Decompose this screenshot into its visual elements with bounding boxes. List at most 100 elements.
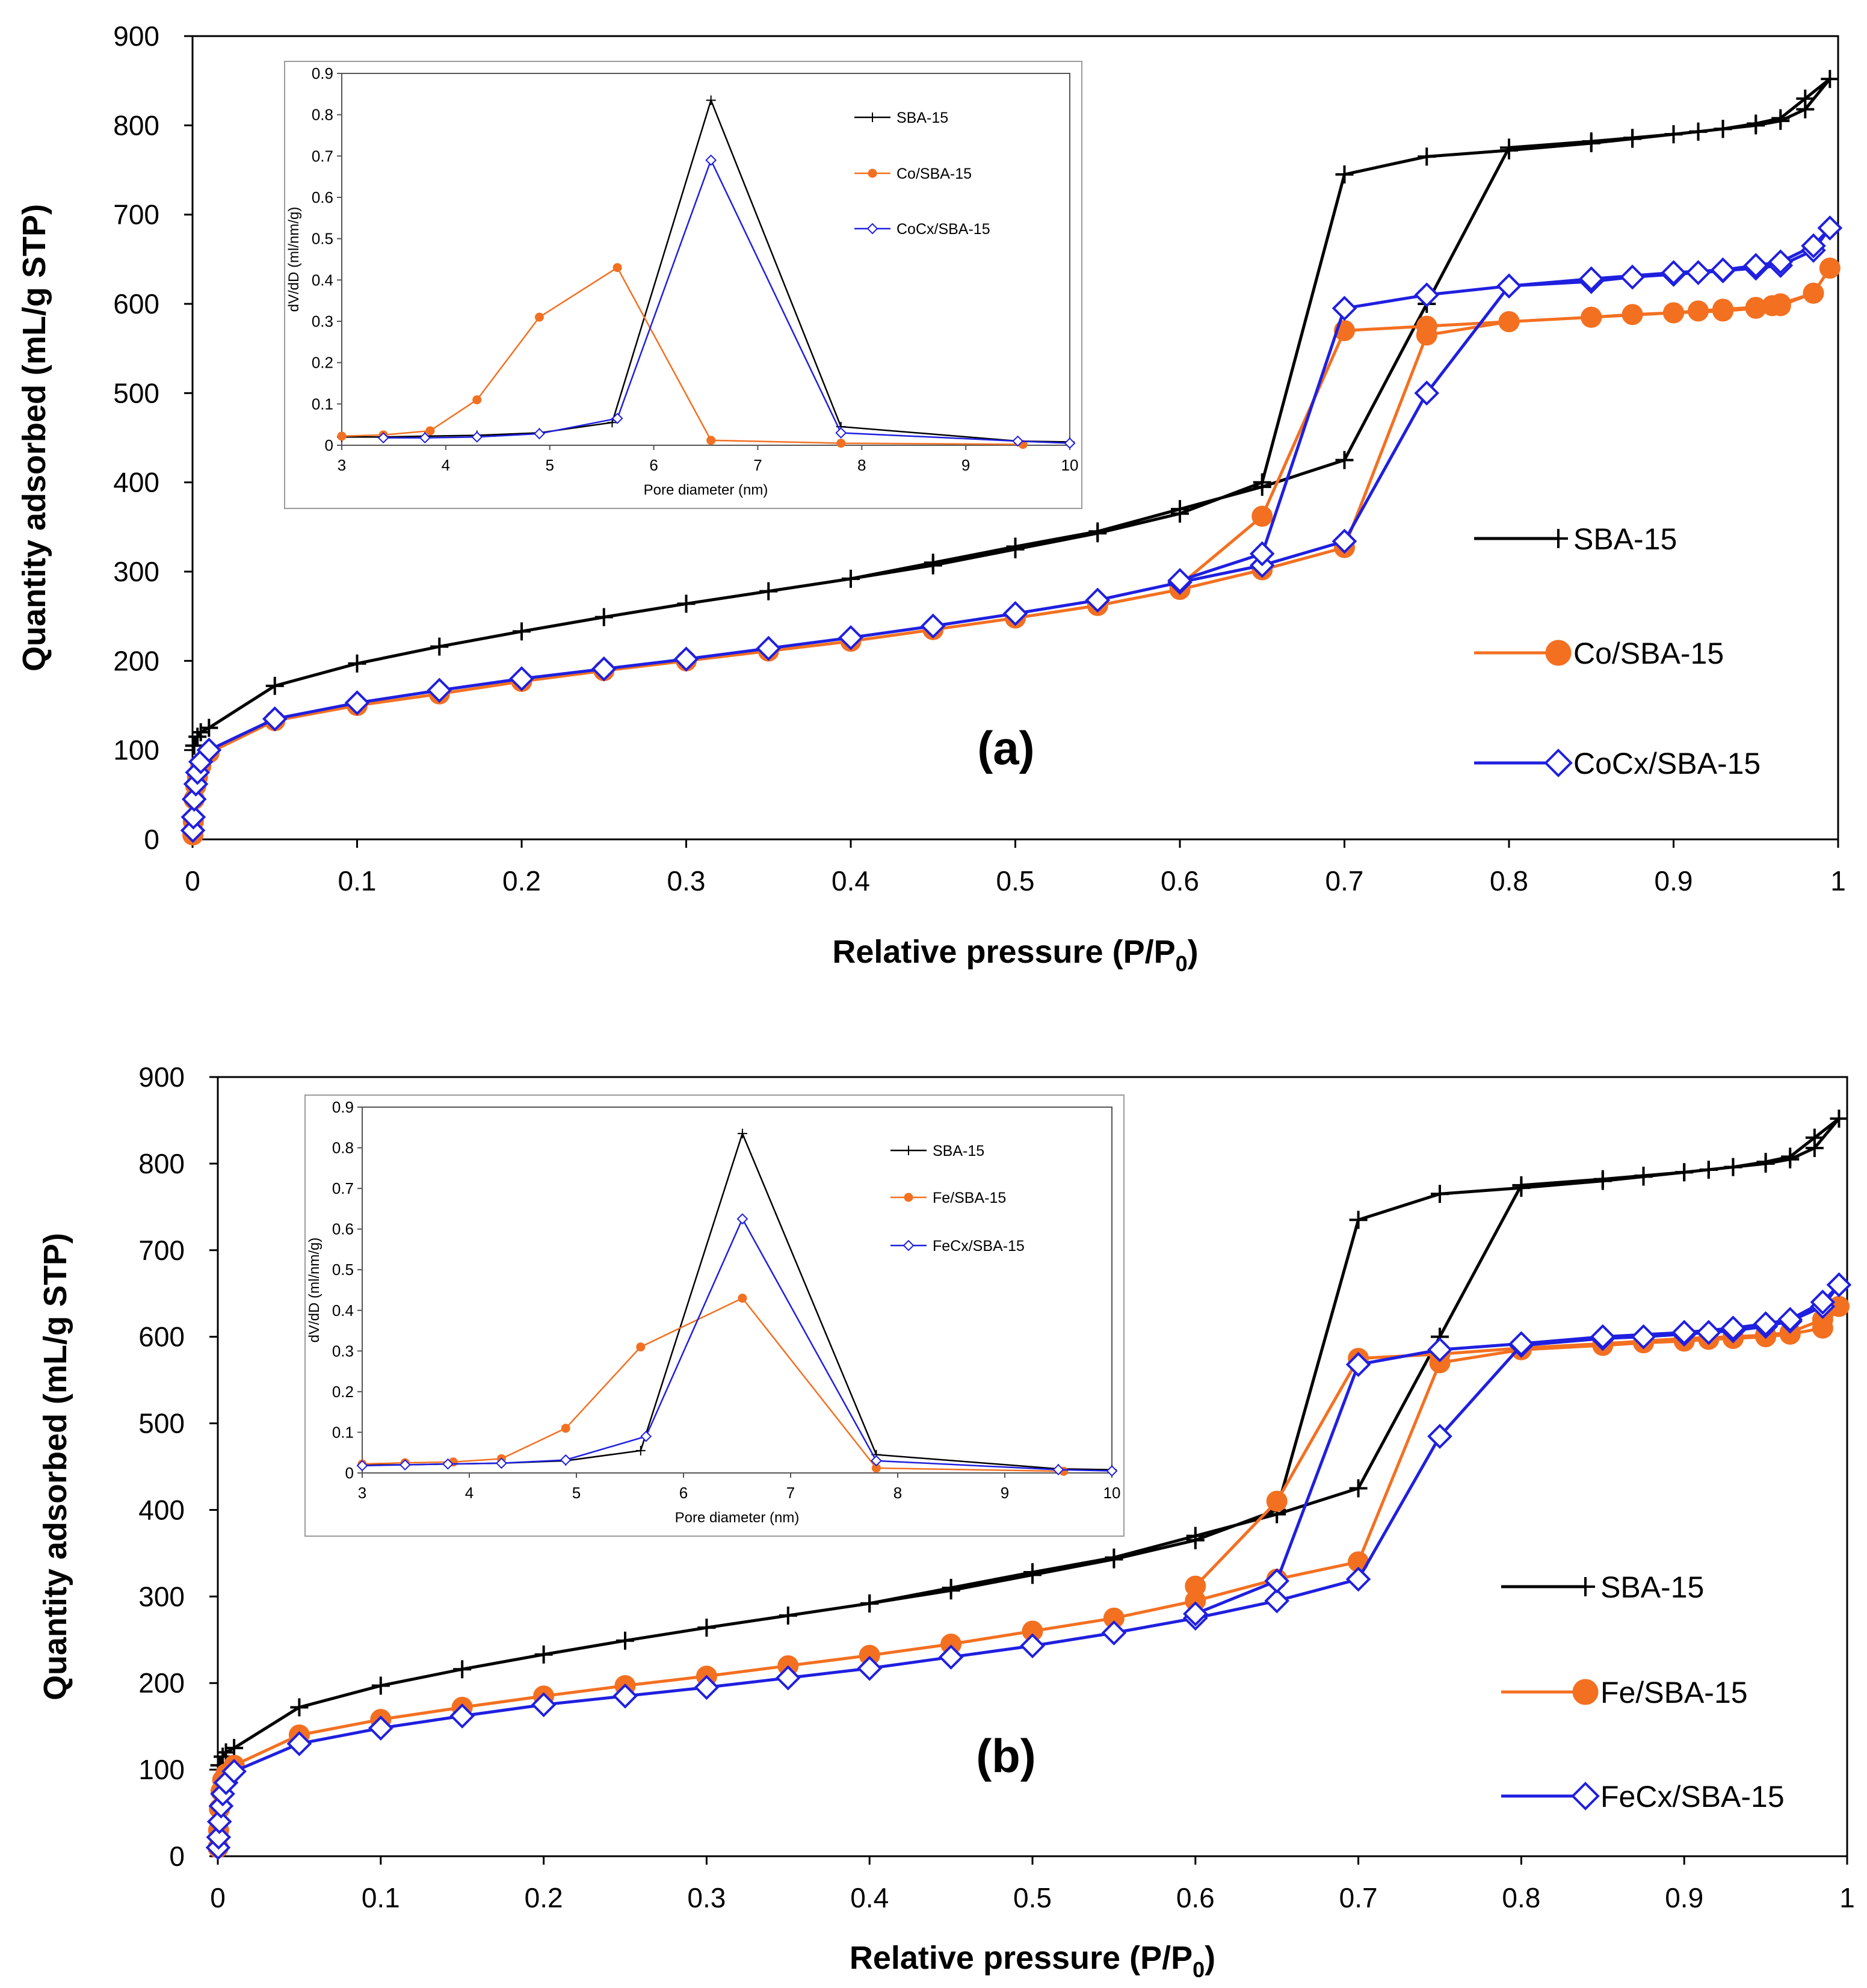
data-point-CoCx/SBA-15 (196, 737, 222, 763)
x-axis-title: Relative pressure (P/P0) (832, 934, 1198, 976)
data-point-CoCx/SBA-15 (344, 690, 370, 715)
data-point-SBA-15 (1675, 1163, 1694, 1182)
data-point-FeCx/SBA-15 (1264, 1568, 1290, 1594)
inset-data-point-Co/SBA-15 (425, 426, 435, 436)
data-point-FeCx/SBA-15 (613, 1683, 638, 1709)
data-point-SBA-15 (1756, 1153, 1775, 1172)
inset-data-point-Fe/SBA-15 (636, 1342, 646, 1352)
data-point-CoCx/SBA-15 (1085, 587, 1111, 613)
x-tick-label: 0.4 (850, 1882, 889, 1913)
data-point-SBA-15 (1821, 70, 1839, 88)
data-point-SBA-15 (759, 582, 778, 600)
x-tick-label: 0.7 (1325, 865, 1364, 897)
inset-x-tick-label: 8 (857, 456, 866, 474)
data-point-SBA-15 (534, 1645, 553, 1664)
data-point-SBA-15 (1088, 522, 1107, 541)
inset-y-tick-label: 0.2 (312, 354, 333, 372)
data-point-SBA-15 (1171, 500, 1189, 519)
data-point-SBA-15 (1500, 138, 1518, 157)
y-tick-label: 200 (138, 1667, 185, 1699)
data-point-CoCx/SBA-15 (920, 613, 946, 639)
data-point-SBA-15 (1253, 478, 1271, 496)
data-point-SBA-15 (1105, 1548, 1123, 1567)
inset-series-line-FeCx/SBA-15 (362, 1217, 1112, 1472)
data-point-CoCx/SBA-15 (1710, 257, 1736, 283)
inset-x-tick-label: 9 (1001, 1484, 1009, 1502)
inset-data-point-CoCx/SBA-15 (471, 431, 483, 443)
inset-y-tick-label: 0.4 (332, 1301, 354, 1320)
inset-y-axis-title: dV/dD (ml/nm/g) (286, 207, 302, 312)
data-point-CoCx/SBA-15 (1414, 380, 1440, 406)
data-point-FeCx/SBA-15 (1696, 1320, 1721, 1345)
data-point-CoCx/SBA-15 (1332, 295, 1357, 321)
data-point-SBA-15 (1699, 1160, 1718, 1179)
data-point-CoCx/SBA-15 (1167, 568, 1193, 593)
y-tick-label: 400 (138, 1494, 185, 1525)
inset-data-point-CoCx/SBA-15 (1064, 437, 1076, 449)
data-point-FeCx/SBA-15 (1101, 1620, 1127, 1646)
data-point-FeCx/SBA-15 (1826, 1272, 1852, 1298)
x-tick-label: 0.8 (1502, 1882, 1540, 1913)
data-point-CoCx/SBA-15 (673, 646, 699, 672)
inset-x-tick-label: 5 (572, 1484, 581, 1502)
inset-x-tick-label: 9 (961, 456, 970, 474)
x-tick-label: 0.1 (362, 1882, 400, 1913)
data-point-SBA-15 (217, 1743, 235, 1762)
data-point-CoCx/SBA-15 (1661, 260, 1686, 285)
inset-y-tick-label: 0.9 (332, 1098, 354, 1116)
data-point-CoCx/SBA-15 (1002, 600, 1028, 626)
inset-chart: 3 4 5 6 7 8 9 10 0 0.1 0.2 0.3 0.4 0.5 0.6 0.7 0.8 0.9 Por… (284, 61, 1082, 509)
inset-y-tick-label: 0.1 (312, 395, 333, 413)
data-point-FeCx/SBA-15 (938, 1644, 964, 1670)
x-tick-label: 0.9 (1665, 1882, 1703, 1913)
data-point-FeCx/SBA-15 (449, 1703, 475, 1729)
legend-marker (1572, 1679, 1599, 1705)
data-point-SBA-15 (1771, 109, 1790, 128)
legend-marker (1571, 1782, 1600, 1810)
inset-legend-label: FeCx/SBA-15 (933, 1238, 1025, 1255)
data-point-FeCx/SBA-15 (531, 1692, 557, 1718)
data-point-FeCx/SBA-15 (208, 1793, 234, 1819)
inset-y-tick-label: 0.2 (332, 1383, 354, 1401)
legend-marker (1576, 1577, 1595, 1596)
y-tick-label: 800 (113, 110, 159, 141)
y-tick-label: 0 (144, 824, 159, 855)
inset-data-point-FeCx/SBA-15 (560, 1454, 572, 1466)
data-point-SBA-15 (453, 1660, 472, 1679)
data-point-SBA-15 (697, 1619, 716, 1637)
data-point-CoCx/SBA-15 (1578, 266, 1604, 292)
inset-data-point-CoCx/SBA-15 (377, 432, 389, 444)
data-point-SBA-15 (265, 676, 284, 695)
inset-legend-marker (904, 1146, 913, 1155)
data-point-Co/SBA-15 (1819, 258, 1841, 279)
data-point-CoCx/SBA-15 (427, 678, 452, 703)
data-point-SBA-15 (1006, 537, 1025, 556)
inset-data-point-Co/SBA-15 (337, 431, 347, 441)
legend-label: Fe/SBA-15 (1600, 1676, 1748, 1709)
data-point-SBA-15 (200, 718, 218, 737)
x-axis-title-subscript: 0 (1193, 1957, 1205, 1982)
x-tick-label: 0.3 (667, 865, 706, 897)
panel-a-chart: 0 0.1 0.2 0.3 0.4 0.5 0.6 0.7 0.8 0.9 101002003004… (16, 20, 1846, 976)
data-point-CoCx/SBA-15 (509, 666, 534, 691)
data-point-FeCx/SBA-15 (286, 1731, 312, 1756)
x-tick-label: 0.4 (832, 865, 870, 897)
inset-y-tick-label: 0.5 (312, 230, 333, 248)
data-point-Co/SBA-15 (1416, 315, 1437, 337)
inset-data-point-FeCx/SBA-15 (442, 1458, 454, 1470)
data-point-FeCx/SBA-15 (1753, 1311, 1779, 1336)
inset-data-point-Co/SBA-15 (836, 439, 846, 448)
x-tick-label: 0.2 (525, 1882, 563, 1913)
inset-data-point-CoCx/SBA-15 (1012, 435, 1023, 447)
data-point-SBA-15 (842, 569, 860, 588)
inset-y-tick-label: 0.6 (332, 1220, 354, 1238)
y-axis-title: Quantity adsorbed (mL/g STP) (37, 1233, 73, 1700)
inset-data-point-FeCx/SBA-15 (736, 1213, 748, 1225)
data-point-SBA-15 (1796, 89, 1815, 108)
inset-data-point-Co/SBA-15 (534, 312, 544, 322)
inset-legend-label: SBA-15 (933, 1143, 984, 1159)
data-point-Co/SBA-15 (1498, 311, 1520, 333)
data-point-SBA-15 (1781, 1147, 1800, 1166)
inset-legend-marker (866, 223, 878, 235)
inset-x-tick-label: 6 (649, 456, 658, 474)
